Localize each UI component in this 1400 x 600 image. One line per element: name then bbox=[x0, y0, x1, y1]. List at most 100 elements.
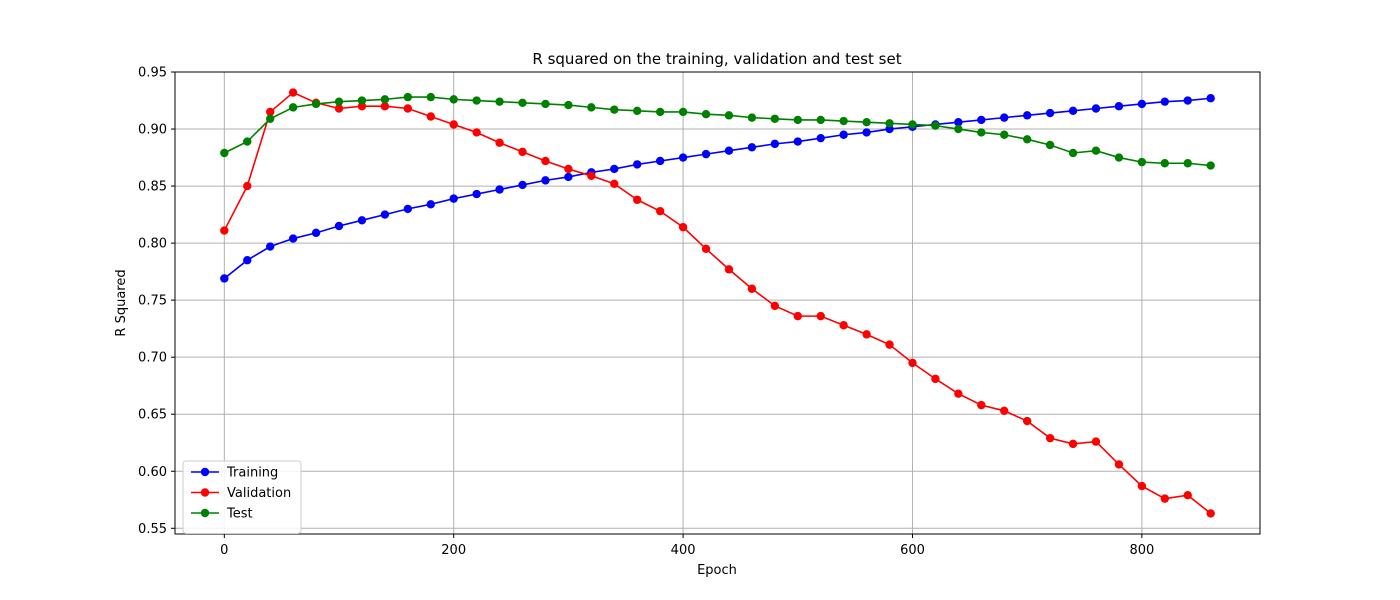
validation-point bbox=[403, 104, 413, 113]
series-layer bbox=[220, 88, 1215, 518]
test-point bbox=[1160, 159, 1170, 168]
training-point bbox=[633, 160, 642, 169]
test-point bbox=[1206, 161, 1215, 170]
training-point bbox=[724, 146, 734, 155]
training-point bbox=[541, 176, 550, 185]
validation-point bbox=[1206, 509, 1215, 518]
validation-point bbox=[243, 181, 252, 191]
training-point bbox=[334, 221, 344, 231]
training-point bbox=[220, 274, 229, 283]
validation-point bbox=[1137, 481, 1147, 491]
test-point bbox=[793, 115, 802, 125]
training-point bbox=[954, 117, 963, 127]
validation-point bbox=[564, 164, 573, 174]
validation-point bbox=[1022, 416, 1032, 426]
y-tick-label: 0.70 bbox=[138, 351, 167, 366]
test-point bbox=[495, 97, 504, 106]
test-point bbox=[311, 99, 321, 109]
test-point bbox=[265, 114, 275, 123]
test-point bbox=[885, 119, 894, 128]
training-point bbox=[472, 189, 481, 199]
test-point bbox=[564, 100, 573, 110]
ticks: 0 200 400 600 800 0.55 0.60 0.65 0.70 0.75 0.80 0.8… bbox=[138, 66, 1154, 559]
training-point bbox=[610, 164, 619, 174]
test-point bbox=[449, 95, 458, 104]
legend-label: Training bbox=[226, 466, 278, 481]
test-point bbox=[1137, 157, 1147, 167]
test-point bbox=[701, 110, 711, 119]
training-point bbox=[380, 210, 390, 219]
y-axis-label: R Squared bbox=[114, 269, 129, 336]
test-point bbox=[954, 124, 963, 134]
validation-point bbox=[1000, 406, 1009, 415]
training-point bbox=[518, 180, 527, 190]
training-point bbox=[1000, 113, 1009, 122]
test-point bbox=[655, 107, 665, 117]
test-point bbox=[908, 120, 917, 129]
validation-point bbox=[793, 311, 802, 321]
training-point bbox=[357, 216, 367, 225]
training-point bbox=[655, 156, 665, 166]
validation-point bbox=[610, 179, 619, 188]
test-point bbox=[747, 113, 757, 122]
x-tick-label: 200 bbox=[441, 543, 466, 558]
validation-point bbox=[816, 311, 825, 321]
test-point bbox=[1091, 146, 1101, 155]
y-tick-label: 0.85 bbox=[138, 180, 167, 195]
y-tick-label: 0.60 bbox=[138, 465, 167, 480]
validation-point bbox=[518, 147, 527, 157]
validation-point bbox=[334, 104, 344, 113]
legend-item-test: Test bbox=[191, 507, 253, 522]
validation-point bbox=[1160, 494, 1170, 503]
validation-point bbox=[1068, 439, 1078, 449]
test-point bbox=[678, 107, 688, 117]
training-point bbox=[1183, 96, 1192, 105]
validation-point bbox=[862, 330, 871, 339]
plot-frame bbox=[174, 71, 1261, 535]
training-point bbox=[862, 128, 871, 137]
validation-point bbox=[1183, 491, 1192, 500]
validation-point bbox=[426, 112, 435, 121]
training-point bbox=[701, 149, 711, 159]
y-tick-label: 0.90 bbox=[138, 123, 167, 138]
legend-item-validation: Validation bbox=[191, 486, 291, 501]
legend-marker bbox=[200, 467, 210, 477]
test-point bbox=[288, 103, 298, 112]
test-point bbox=[1114, 153, 1124, 162]
training-point bbox=[793, 137, 802, 146]
validation-point bbox=[1114, 460, 1124, 469]
test-point bbox=[541, 99, 550, 109]
validation-point bbox=[633, 195, 642, 204]
y-tick-label: 0.80 bbox=[138, 237, 167, 252]
legend-box bbox=[182, 460, 302, 534]
test-point bbox=[334, 97, 344, 106]
y-tick-label: 0.95 bbox=[138, 66, 167, 81]
validation-point bbox=[931, 374, 940, 384]
validation-point bbox=[472, 128, 481, 137]
training-point bbox=[1114, 102, 1124, 111]
training-point bbox=[243, 256, 252, 265]
validation-point bbox=[885, 340, 894, 349]
test-point bbox=[357, 96, 367, 105]
validation-point bbox=[541, 156, 550, 166]
validation-point bbox=[288, 88, 298, 97]
test-point bbox=[724, 111, 734, 120]
x-tick-label: 600 bbox=[900, 543, 925, 558]
validation-point bbox=[495, 138, 504, 147]
validation-point bbox=[678, 222, 688, 232]
validation-point bbox=[220, 226, 229, 235]
y-tick-label: 0.65 bbox=[138, 408, 167, 423]
validation-point bbox=[724, 265, 734, 274]
validation-point bbox=[954, 389, 963, 398]
validation-point bbox=[839, 321, 848, 330]
validation-point bbox=[977, 400, 986, 410]
test-point bbox=[380, 95, 390, 104]
validation-point bbox=[1091, 437, 1101, 446]
training-point bbox=[977, 115, 986, 125]
training-point bbox=[403, 204, 413, 214]
test-point bbox=[243, 137, 252, 146]
training-point bbox=[288, 234, 298, 243]
test-point bbox=[770, 114, 780, 123]
test-point bbox=[610, 105, 619, 114]
test-point bbox=[518, 98, 527, 108]
